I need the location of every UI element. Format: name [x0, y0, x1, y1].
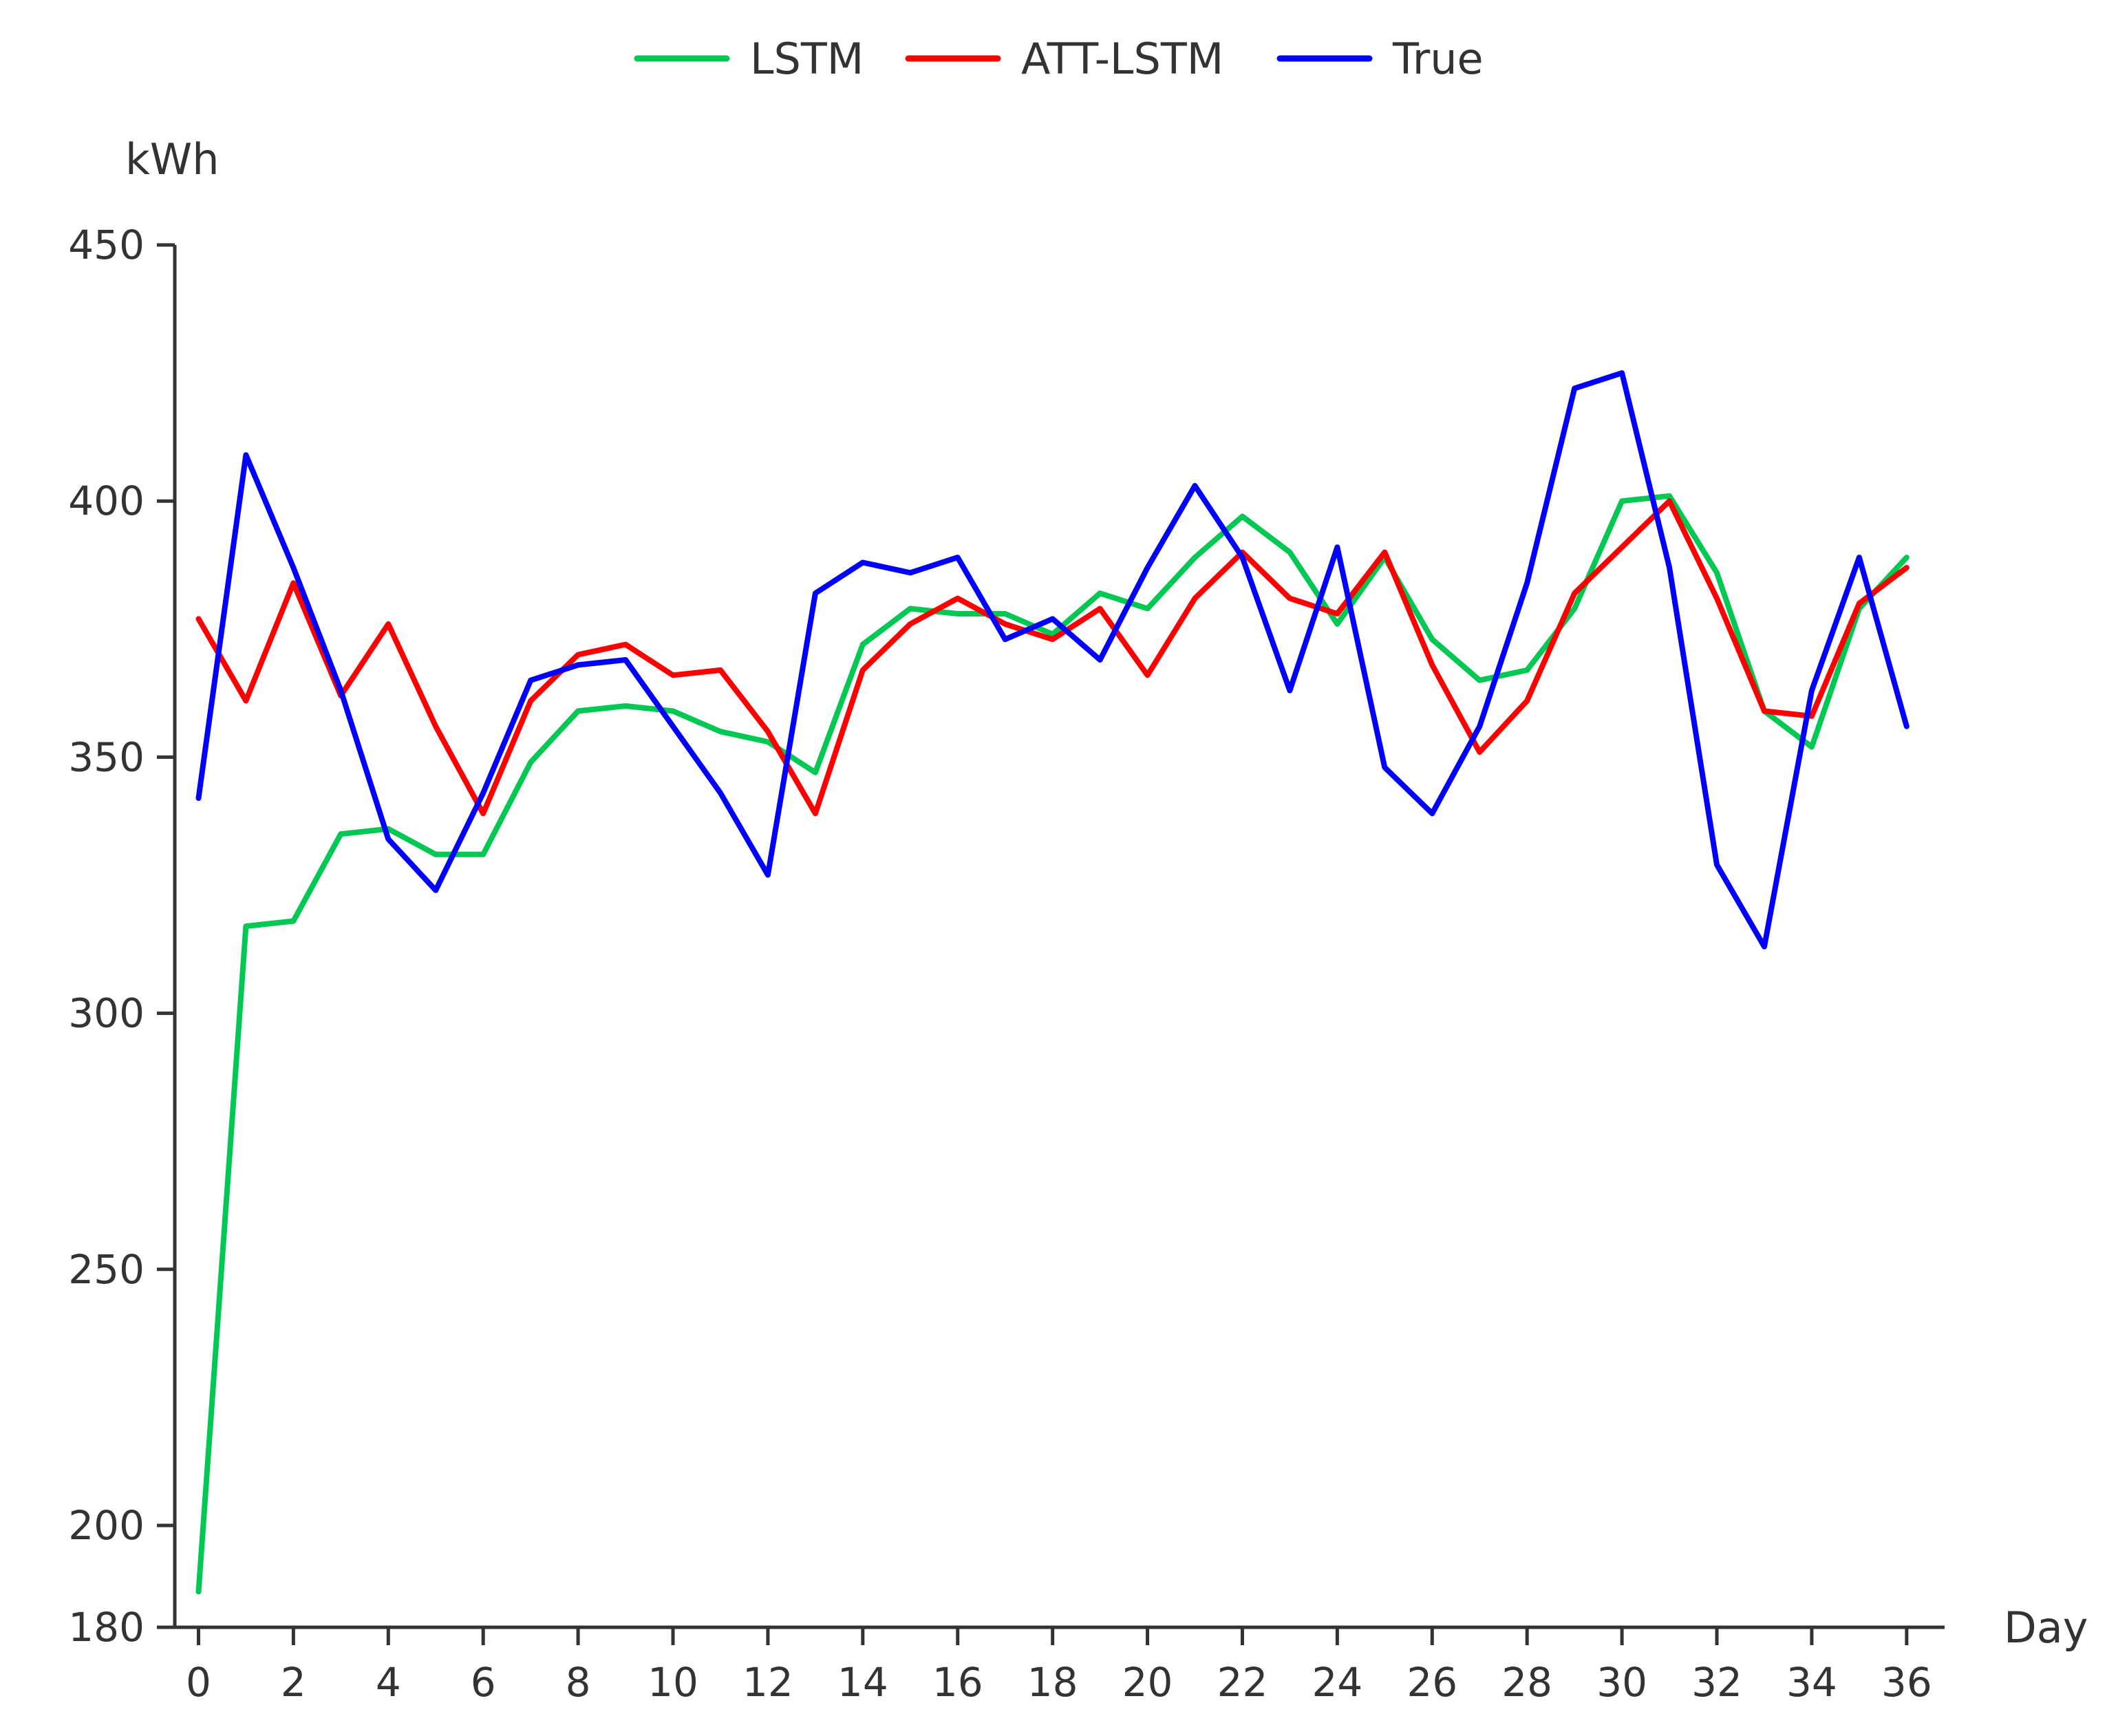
- x-tick-label: 6: [471, 1659, 496, 1706]
- x-tick-label: 20: [1122, 1659, 1173, 1706]
- y-axis-ticks: 180 200 250 300 350 400 450: [68, 222, 175, 1651]
- x-tick-label: 10: [648, 1659, 698, 1706]
- x-tick-label: 34: [1786, 1659, 1837, 1706]
- y-tick-label: 450: [68, 222, 145, 268]
- y-tick-label: 300: [68, 990, 145, 1037]
- x-tick-label: 0: [186, 1659, 211, 1706]
- x-tick-label: 18: [1027, 1659, 1078, 1706]
- x-tick-label: 2: [281, 1659, 306, 1706]
- legend-label-att-lstm: ATT-LSTM: [1021, 34, 1223, 84]
- x-tick-label: 8: [566, 1659, 591, 1706]
- legend-label-true: True: [1392, 34, 1484, 84]
- y-tick-label: 400: [68, 478, 145, 524]
- y-tick-label: 200: [68, 1502, 145, 1549]
- y-axis-title: kWh: [125, 134, 220, 184]
- y-tick-label: 250: [68, 1246, 145, 1293]
- x-axis-title: Day: [2004, 1603, 2088, 1653]
- x-tick-label: 12: [742, 1659, 793, 1706]
- x-tick-label: 28: [1501, 1659, 1552, 1706]
- x-tick-label: 32: [1691, 1659, 1742, 1706]
- y-tick-label: 350: [68, 733, 145, 780]
- x-tick-label: 4: [376, 1659, 401, 1706]
- x-tick-label: 14: [837, 1659, 888, 1706]
- series-line-att-lstm: [195, 498, 1910, 817]
- legend-label-lstm: LSTM: [750, 34, 864, 84]
- x-tick-label: 24: [1312, 1659, 1362, 1706]
- series-line-lstm: [195, 493, 1910, 1595]
- axes: [173, 245, 1945, 1629]
- legend: LSTM ATT-LSTM True: [634, 34, 1484, 84]
- x-tick-label: 16: [932, 1659, 983, 1706]
- x-tick-label: 26: [1407, 1659, 1457, 1706]
- series-lines: [195, 370, 1910, 1595]
- x-tick-label: 30: [1596, 1659, 1647, 1706]
- x-tick-label: 22: [1217, 1659, 1268, 1706]
- x-axis-ticks: 0 2 4 6 8 10 12 14 16 18 20 22 24 26 28 30 32 34 36: [186, 1627, 1932, 1706]
- series-line-true: [195, 370, 1910, 950]
- y-tick-label: 180: [68, 1604, 145, 1651]
- x-tick-label: 36: [1881, 1659, 1932, 1706]
